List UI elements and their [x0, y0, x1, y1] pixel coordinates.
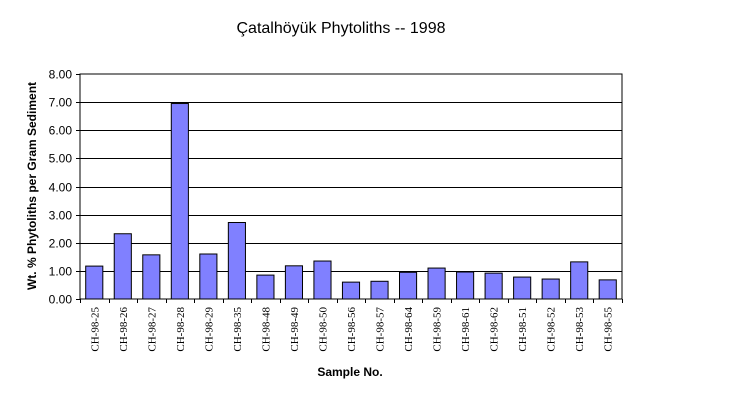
- bar: [541, 278, 560, 300]
- y-tick-label: 0.00: [49, 293, 73, 307]
- x-axis-ticks: CH-98-25 CH-98-26 CH-98-27 CH-98-28 CH-98-29…: [80, 299, 623, 352]
- x-tick-label: CH-98-48: [260, 307, 272, 352]
- y-tick-label: 1.00: [49, 265, 73, 279]
- gridlines: [80, 102, 622, 272]
- x-tick-label: CH-98-62: [489, 307, 501, 352]
- bar: [85, 265, 104, 300]
- x-tick-label: CH-98-61: [460, 307, 472, 352]
- x-tick-label: CH-98-50: [317, 307, 329, 352]
- bar: [398, 271, 418, 300]
- bar: [427, 267, 446, 300]
- bar: [341, 281, 361, 300]
- bar: [113, 233, 132, 300]
- bar: [170, 103, 189, 300]
- y-tick-label: 2.00: [49, 237, 73, 251]
- x-tick-label: CH-98-52: [546, 307, 558, 352]
- chart-title: Çatalhöyük Phytoliths -- 1998: [237, 20, 446, 37]
- y-tick-label: 5.00: [49, 152, 73, 166]
- x-tick-label: CH-98-49: [289, 307, 301, 352]
- x-tick-label: CH-98-25: [89, 307, 101, 352]
- bar-series: [85, 103, 617, 300]
- bar: [142, 254, 161, 300]
- bar: [598, 279, 617, 300]
- bar: [456, 271, 475, 300]
- y-tick-label: 4.00: [49, 181, 73, 195]
- bar: [199, 253, 218, 300]
- y-axis-ticks: 0.00 1.00 2.00 3.00 4.00 5.00 6.00 7.00 8.00: [49, 68, 80, 307]
- x-axis-label: Sample No.: [317, 365, 382, 379]
- x-tick-label: CH-98-53: [574, 307, 586, 352]
- x-tick-label: CH-98-51: [517, 307, 529, 352]
- x-tick-label: CH-98-29: [203, 307, 215, 352]
- bar: [370, 280, 389, 300]
- plot-area: [79, 73, 623, 300]
- bar: [484, 272, 503, 300]
- bar: [313, 260, 332, 300]
- y-tick-label: 3.00: [49, 209, 73, 223]
- bar: [513, 276, 532, 300]
- y-tick-label: 6.00: [49, 124, 73, 138]
- x-tick-label: CH-98-35: [232, 307, 244, 352]
- x-tick-label: CH-98-55: [603, 307, 615, 352]
- x-tick-label: CH-98-27: [146, 307, 158, 352]
- bar: [284, 265, 304, 300]
- x-tick-label: CH-98-64: [403, 307, 415, 352]
- y-axis-label: Wt. % Phytoliths per Gram Sediment: [25, 82, 39, 290]
- x-tick-label: CH-98-26: [118, 307, 130, 352]
- y-tick-label: 8.00: [49, 68, 73, 82]
- bar: [256, 274, 275, 300]
- x-tick-label: CH-98-57: [375, 307, 387, 352]
- y-tick-label: 7.00: [49, 96, 73, 110]
- x-tick-label: CH-98-56: [346, 307, 358, 352]
- x-tick-label: CH-98-28: [175, 307, 187, 352]
- bar: [227, 222, 246, 300]
- bar: [570, 261, 589, 300]
- x-tick-label: CH-98-59: [432, 307, 444, 352]
